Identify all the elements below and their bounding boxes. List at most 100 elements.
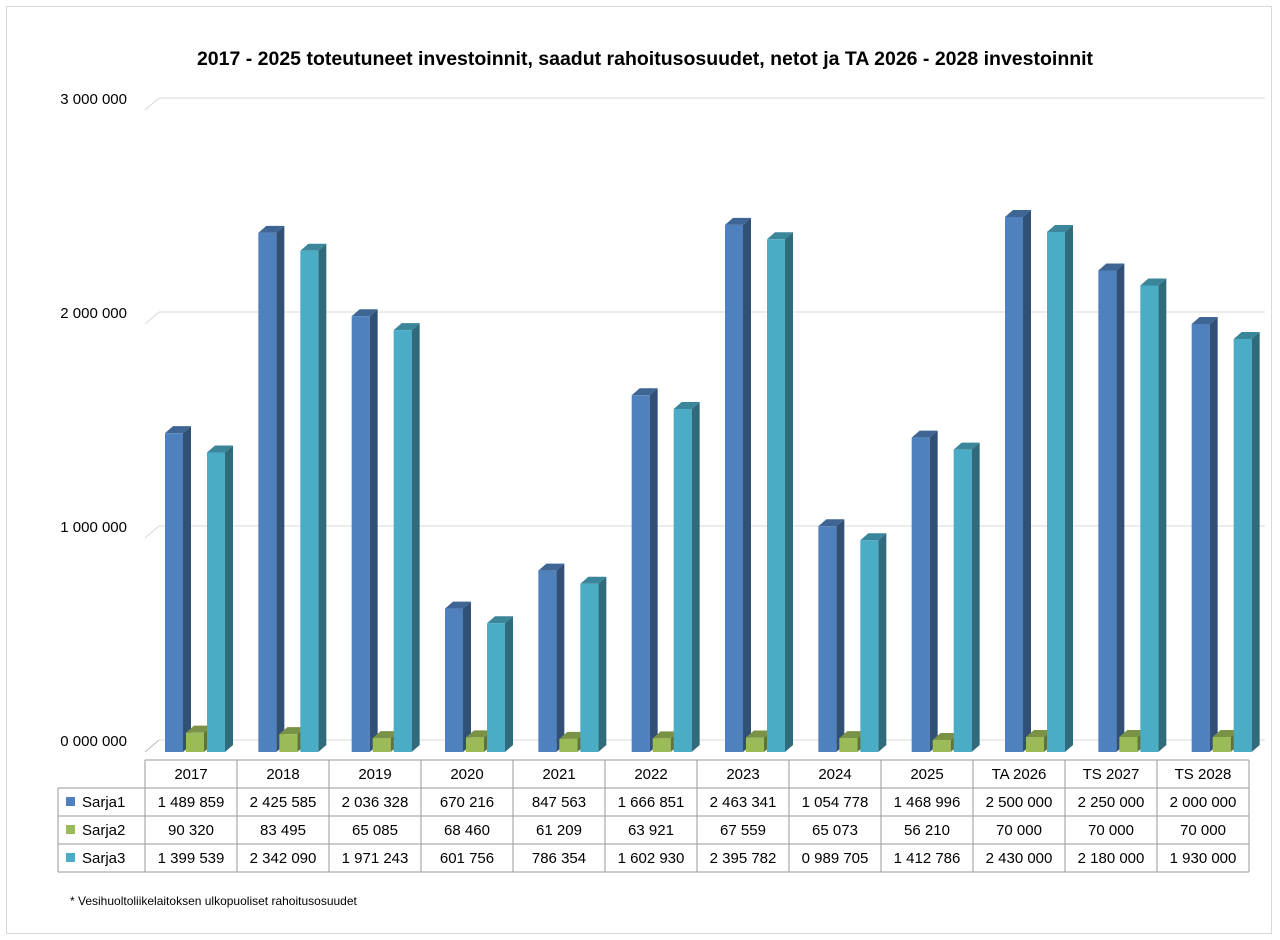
bar-sarja2 <box>1119 737 1138 752</box>
bar-sarja3 <box>673 408 692 752</box>
data-label-sarja1: 1 666 851 <box>618 794 685 811</box>
x-tick-label: TS 2028 <box>1175 766 1232 783</box>
gridline-diagonal <box>144 525 160 539</box>
gridline-diagonal <box>144 311 160 325</box>
bar-side-sarja3 <box>318 243 327 753</box>
legend-key-sarja3 <box>66 853 75 862</box>
bar-sarja2 <box>839 738 858 752</box>
bar-top-sarja1 <box>538 563 565 571</box>
data-label-sarja1: 2 425 585 <box>250 794 317 811</box>
bar-top-sarja2 <box>746 730 772 738</box>
bar-sarja3 <box>300 250 319 753</box>
bar-top-sarja3 <box>1140 278 1167 286</box>
bar-side-sarja1 <box>183 426 191 752</box>
data-label-sarja3: 1 399 539 <box>158 850 225 867</box>
x-tick-label: 2021 <box>542 766 575 783</box>
bar-top-sarja2 <box>839 731 866 739</box>
bar-sarja3 <box>487 623 505 752</box>
data-label-sarja3: 1 412 786 <box>894 850 961 867</box>
data-label-sarja3: 1 971 243 <box>342 850 409 867</box>
bar-sarja2 <box>1212 737 1231 752</box>
bar-sarja1 <box>1098 270 1117 752</box>
bar-top-sarja3 <box>860 533 887 541</box>
legend-label-sarja1: Sarja1 <box>82 794 125 811</box>
bar-top-sarja1 <box>725 217 751 225</box>
bar-sarja2 <box>746 737 764 752</box>
footnote: * Vesihuoltoliikelaitoksen ulkopuoliset … <box>70 894 357 908</box>
bar-top-sarja3 <box>1233 331 1260 339</box>
bar-top-sarja2 <box>1119 730 1146 738</box>
data-label-sarja1: 847 563 <box>532 794 586 811</box>
bar-sarja1 <box>1005 217 1023 752</box>
bar-top-sarja2 <box>186 725 212 733</box>
bar-top-sarja2 <box>1026 730 1052 738</box>
bar-sarja3 <box>1233 338 1252 752</box>
bar-sarja1 <box>445 608 463 752</box>
bar-top-sarja1 <box>445 601 471 609</box>
data-label-sarja1: 1 468 996 <box>894 794 961 811</box>
bar-side-sarja1 <box>1116 263 1125 752</box>
floor-edge <box>144 739 160 753</box>
bar-side-sarja1 <box>1023 210 1031 752</box>
bar-top-sarja3 <box>767 232 793 240</box>
y-tick-label: 1 000 000 <box>60 519 127 536</box>
data-label-sarja2: 61 209 <box>536 822 582 839</box>
data-label-sarja3: 786 354 <box>532 850 586 867</box>
x-tick-label: 2025 <box>910 766 943 783</box>
bar-side-sarja3 <box>1251 331 1260 752</box>
bar-side-sarja3 <box>878 533 887 752</box>
y-tick-label: 2 000 000 <box>60 305 127 322</box>
bar-sarja3 <box>953 449 972 752</box>
bar-side-sarja1 <box>743 217 751 752</box>
data-label-sarja2: 83 495 <box>260 822 306 839</box>
data-label-sarja3: 2 395 782 <box>710 850 777 867</box>
bar-side-sarja1 <box>463 601 471 752</box>
data-label-sarja3: 2 180 000 <box>1078 850 1145 867</box>
x-tick-label: 2023 <box>726 766 759 783</box>
y-tick-label: 0 000 000 <box>60 733 127 750</box>
y-tick-label: 3 000 000 <box>60 91 127 108</box>
data-label-sarja2: 65 073 <box>812 822 858 839</box>
data-label-sarja2: 90 320 <box>168 822 214 839</box>
bar-sarja3 <box>1047 231 1065 753</box>
data-label-sarja2: 68 460 <box>444 822 490 839</box>
x-tick-label: 2022 <box>634 766 667 783</box>
data-label-sarja1: 2 000 000 <box>1170 794 1237 811</box>
bar-top-sarja2 <box>466 730 492 738</box>
bar-side-sarja1 <box>649 388 658 752</box>
data-label-sarja2: 56 210 <box>904 822 950 839</box>
data-label-sarja3: 1 602 930 <box>618 850 685 867</box>
bar-sarja1 <box>351 316 370 752</box>
bar-sarja2 <box>466 737 484 752</box>
bar-sarja3 <box>767 239 785 752</box>
bar-sarja1 <box>725 224 743 752</box>
data-label-sarja3: 601 756 <box>440 850 494 867</box>
bar-side-sarja3 <box>1158 278 1167 752</box>
data-label-sarja3: 1 930 000 <box>1170 850 1237 867</box>
chart-frame <box>6 6 1272 934</box>
data-label-sarja2: 70 000 <box>1088 822 1134 839</box>
bar-sarja1 <box>631 395 650 752</box>
bar-side-sarja3 <box>598 576 607 752</box>
bar-side-sarja3 <box>411 323 420 752</box>
bar-side-sarja1 <box>556 563 565 752</box>
data-label-sarja2: 70 000 <box>996 822 1042 839</box>
data-label-sarja3: 0 989 705 <box>802 850 869 867</box>
bar-top-sarja1 <box>258 225 285 233</box>
bar-top-sarja1 <box>165 426 191 434</box>
bar-top-sarja1 <box>631 388 658 396</box>
data-label-sarja1: 1 489 859 <box>158 794 225 811</box>
bar-side-sarja3 <box>225 445 233 752</box>
bar-top-sarja3 <box>580 576 607 584</box>
x-tick-label: 2024 <box>818 766 851 783</box>
bar-top-sarja3 <box>207 445 233 453</box>
data-label-sarja1: 2 463 341 <box>710 794 777 811</box>
bar-top-sarja3 <box>393 323 420 331</box>
legend-key-sarja1 <box>66 797 75 806</box>
data-label-sarja2: 67 559 <box>720 822 766 839</box>
bar-sarja2 <box>559 738 578 752</box>
bar-side-sarja1 <box>276 225 285 752</box>
bar-top-sarja2 <box>279 727 306 735</box>
legend-label-sarja3: Sarja3 <box>82 850 125 867</box>
